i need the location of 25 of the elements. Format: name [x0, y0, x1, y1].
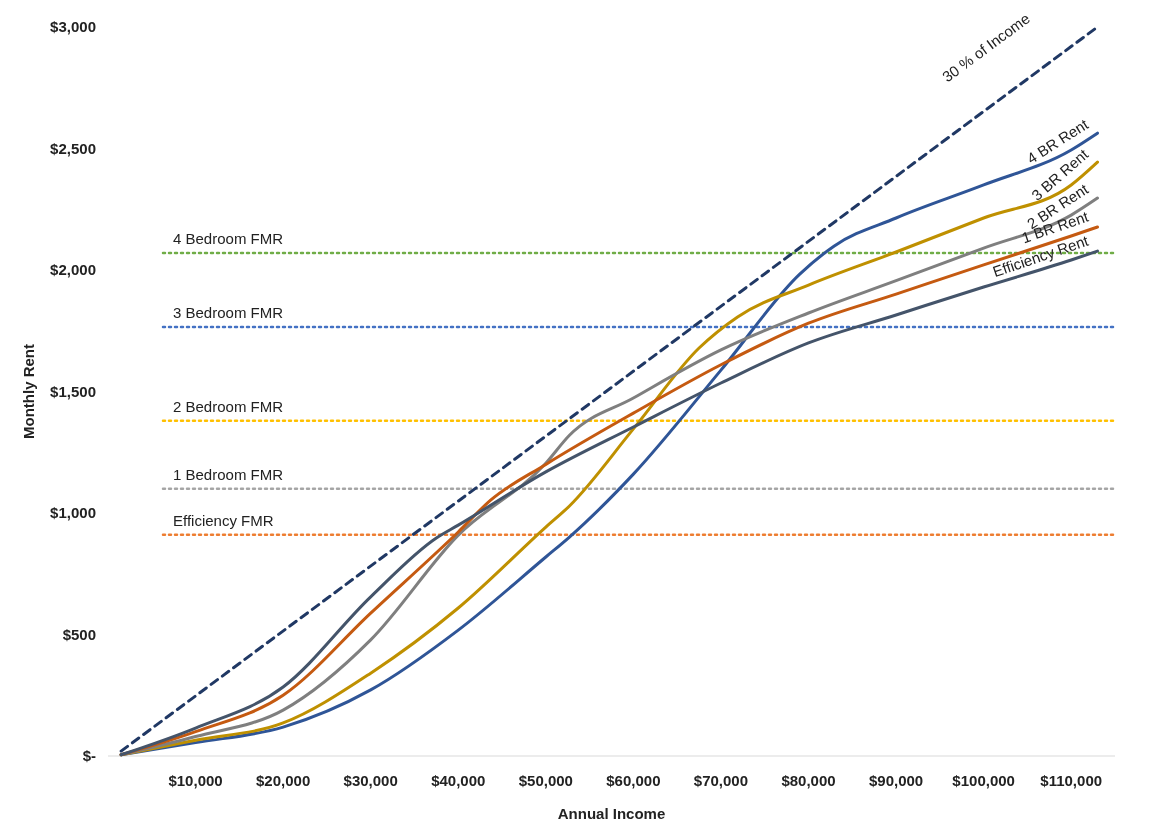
x-tick-label: $60,000 [606, 772, 661, 789]
x-tick-label: $110,000 [1040, 772, 1103, 789]
ref-line-label: 1 Bedroom FMR [173, 465, 284, 483]
x-tick-label: $100,000 [952, 772, 1015, 789]
y-tick-label: $1,500 [50, 382, 96, 400]
x-tick-label: $70,000 [693, 772, 749, 789]
x-tick-label: $90,000 [868, 772, 924, 789]
x-tick-label: $20,000 [256, 772, 311, 789]
y-axis-title: Monthly Rent [20, 344, 37, 439]
x-tick-label: $30,000 [343, 772, 398, 789]
ref-line-label: 3 Bedroom FMR [173, 304, 284, 322]
y-tick-label: $2,000 [50, 261, 96, 278]
ref-line-label: 2 Bedroom FMR [173, 397, 284, 415]
y-tick-label: $2,500 [50, 139, 96, 157]
x-tick-label: $10,000 [168, 772, 223, 789]
x-tick-label: $40,000 [431, 772, 486, 789]
y-tick-label: $3,000 [50, 18, 96, 35]
y-tick-label: $1,000 [50, 504, 96, 521]
x-axis-title: Annual Income [557, 805, 666, 822]
ref-line-label: Efficiency FMR [173, 511, 274, 529]
x-tick-label: $80,000 [781, 772, 836, 789]
y-tick-label: $- [82, 747, 96, 764]
x-tick-label: $50,000 [518, 772, 573, 789]
y-tick-label: $500 [62, 625, 96, 643]
ref-line-label: 4 Bedroom FMR [173, 229, 284, 247]
